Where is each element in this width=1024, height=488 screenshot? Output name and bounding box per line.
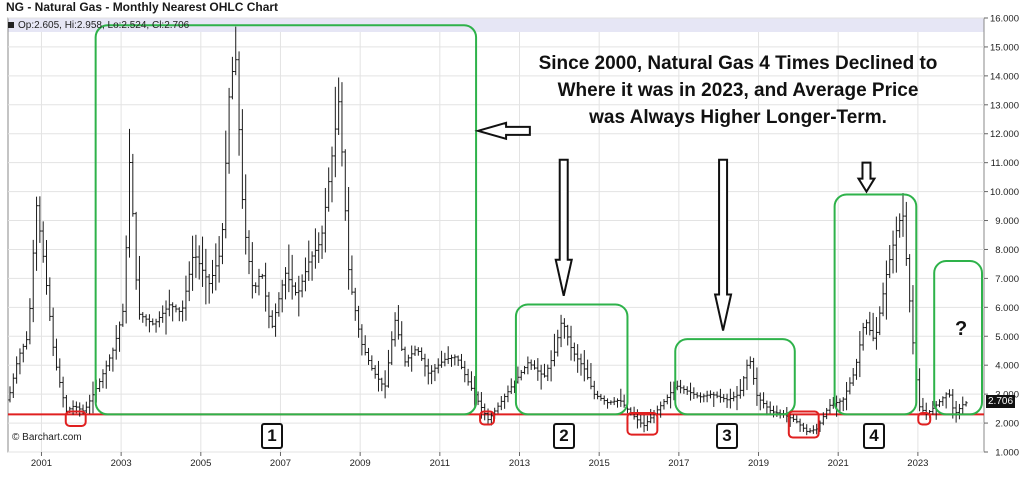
header-band: [8, 18, 984, 32]
x-tick-label: 2011: [430, 458, 450, 469]
annotation-boxes: [94, 24, 984, 416]
box-number-3: 3: [716, 423, 738, 449]
green-box: [933, 260, 984, 416]
y-tick-label: 9.000: [995, 216, 1019, 227]
box-number-2: 2: [553, 423, 575, 449]
legend-swatch: [8, 22, 14, 28]
y-tick-label: 5.000: [995, 332, 1019, 343]
y-tick-label: 8.000: [995, 245, 1019, 256]
y-tick-label: 2.000: [995, 419, 1019, 430]
y-tick-label: 7.000: [995, 274, 1019, 285]
x-tick-label: 2023: [907, 458, 928, 469]
legend-values: Op:2.605, Hi:2.958, Lo:2.524, Cl:2.706: [18, 19, 190, 31]
last-price-tag: 2.706: [986, 395, 1016, 408]
x-tick-label: 2009: [350, 458, 371, 469]
headline-line: Where it was in 2023, and Average Price: [557, 80, 919, 101]
green-box: [514, 303, 629, 416]
arrow-left: [474, 121, 531, 141]
x-tick-label: 2005: [190, 458, 211, 469]
red-low-box: [64, 410, 87, 427]
x-tick-label: 2013: [509, 458, 530, 469]
red-low-box: [787, 410, 820, 439]
arrows: [474, 121, 877, 331]
red-low-box: [626, 411, 659, 436]
green-box: [833, 193, 918, 416]
y-tick-label: 6.000: [995, 303, 1019, 314]
red-low-box: [479, 410, 496, 426]
y-tick-label: 11.000: [991, 158, 1019, 169]
grid: [8, 17, 984, 453]
y-tick-label: 14.000: [990, 71, 1019, 82]
question-mark: ?: [955, 318, 968, 340]
arrow-down: [856, 161, 877, 194]
headline-line: Since 2000, Natural Gas 4 Times Declined…: [538, 53, 938, 74]
x-tick-label: 2017: [668, 458, 689, 469]
arrow-down: [713, 158, 733, 331]
green-box: [94, 24, 478, 416]
y-axis: 1.0002.0003.0004.0005.0006.0007.0008.000…: [984, 14, 1019, 459]
copyright: © Barchart.com: [12, 432, 82, 443]
x-tick-label: 2019: [748, 458, 769, 469]
box-number-1: 1: [261, 423, 283, 449]
x-tick-label: 2021: [828, 458, 849, 469]
x-tick-label: 2015: [589, 458, 610, 469]
y-tick-label: 16.000: [990, 14, 1019, 25]
arrow-down: [554, 158, 573, 296]
y-tick-label: 15.000: [990, 42, 1019, 53]
y-tick-label: 12.000: [990, 129, 1019, 140]
box-number-4: 4: [863, 423, 885, 449]
red-low-box: [917, 411, 932, 426]
x-axis: 2001 2003 2005 2007 2009 2011 2013 2015 2017 2019…: [31, 452, 928, 469]
price-bars: [8, 26, 968, 436]
y-tick-label: 10.000: [990, 187, 1019, 198]
green-box: [674, 338, 796, 416]
x-tick-label: 2001: [31, 458, 52, 469]
ohlc-legend: Op:2.605, Hi:2.958, Lo:2.524, Cl:2.706: [8, 18, 189, 32]
y-tick-label: 4.000: [995, 361, 1019, 372]
low-markers: [64, 410, 932, 439]
headline-line: was Always Higher Longer-Term.: [589, 107, 887, 128]
headline-annotation: Since 2000, Natural Gas 4 Times Declined…: [488, 50, 988, 131]
x-tick-label: 2007: [270, 458, 291, 469]
y-tick-label: 13.000: [990, 100, 1019, 111]
x-tick-label: 2003: [111, 458, 132, 469]
chart-title: NG - Natural Gas - Monthly Nearest OHLC …: [6, 0, 279, 14]
y-tick-label: 1.000: [995, 448, 1019, 459]
